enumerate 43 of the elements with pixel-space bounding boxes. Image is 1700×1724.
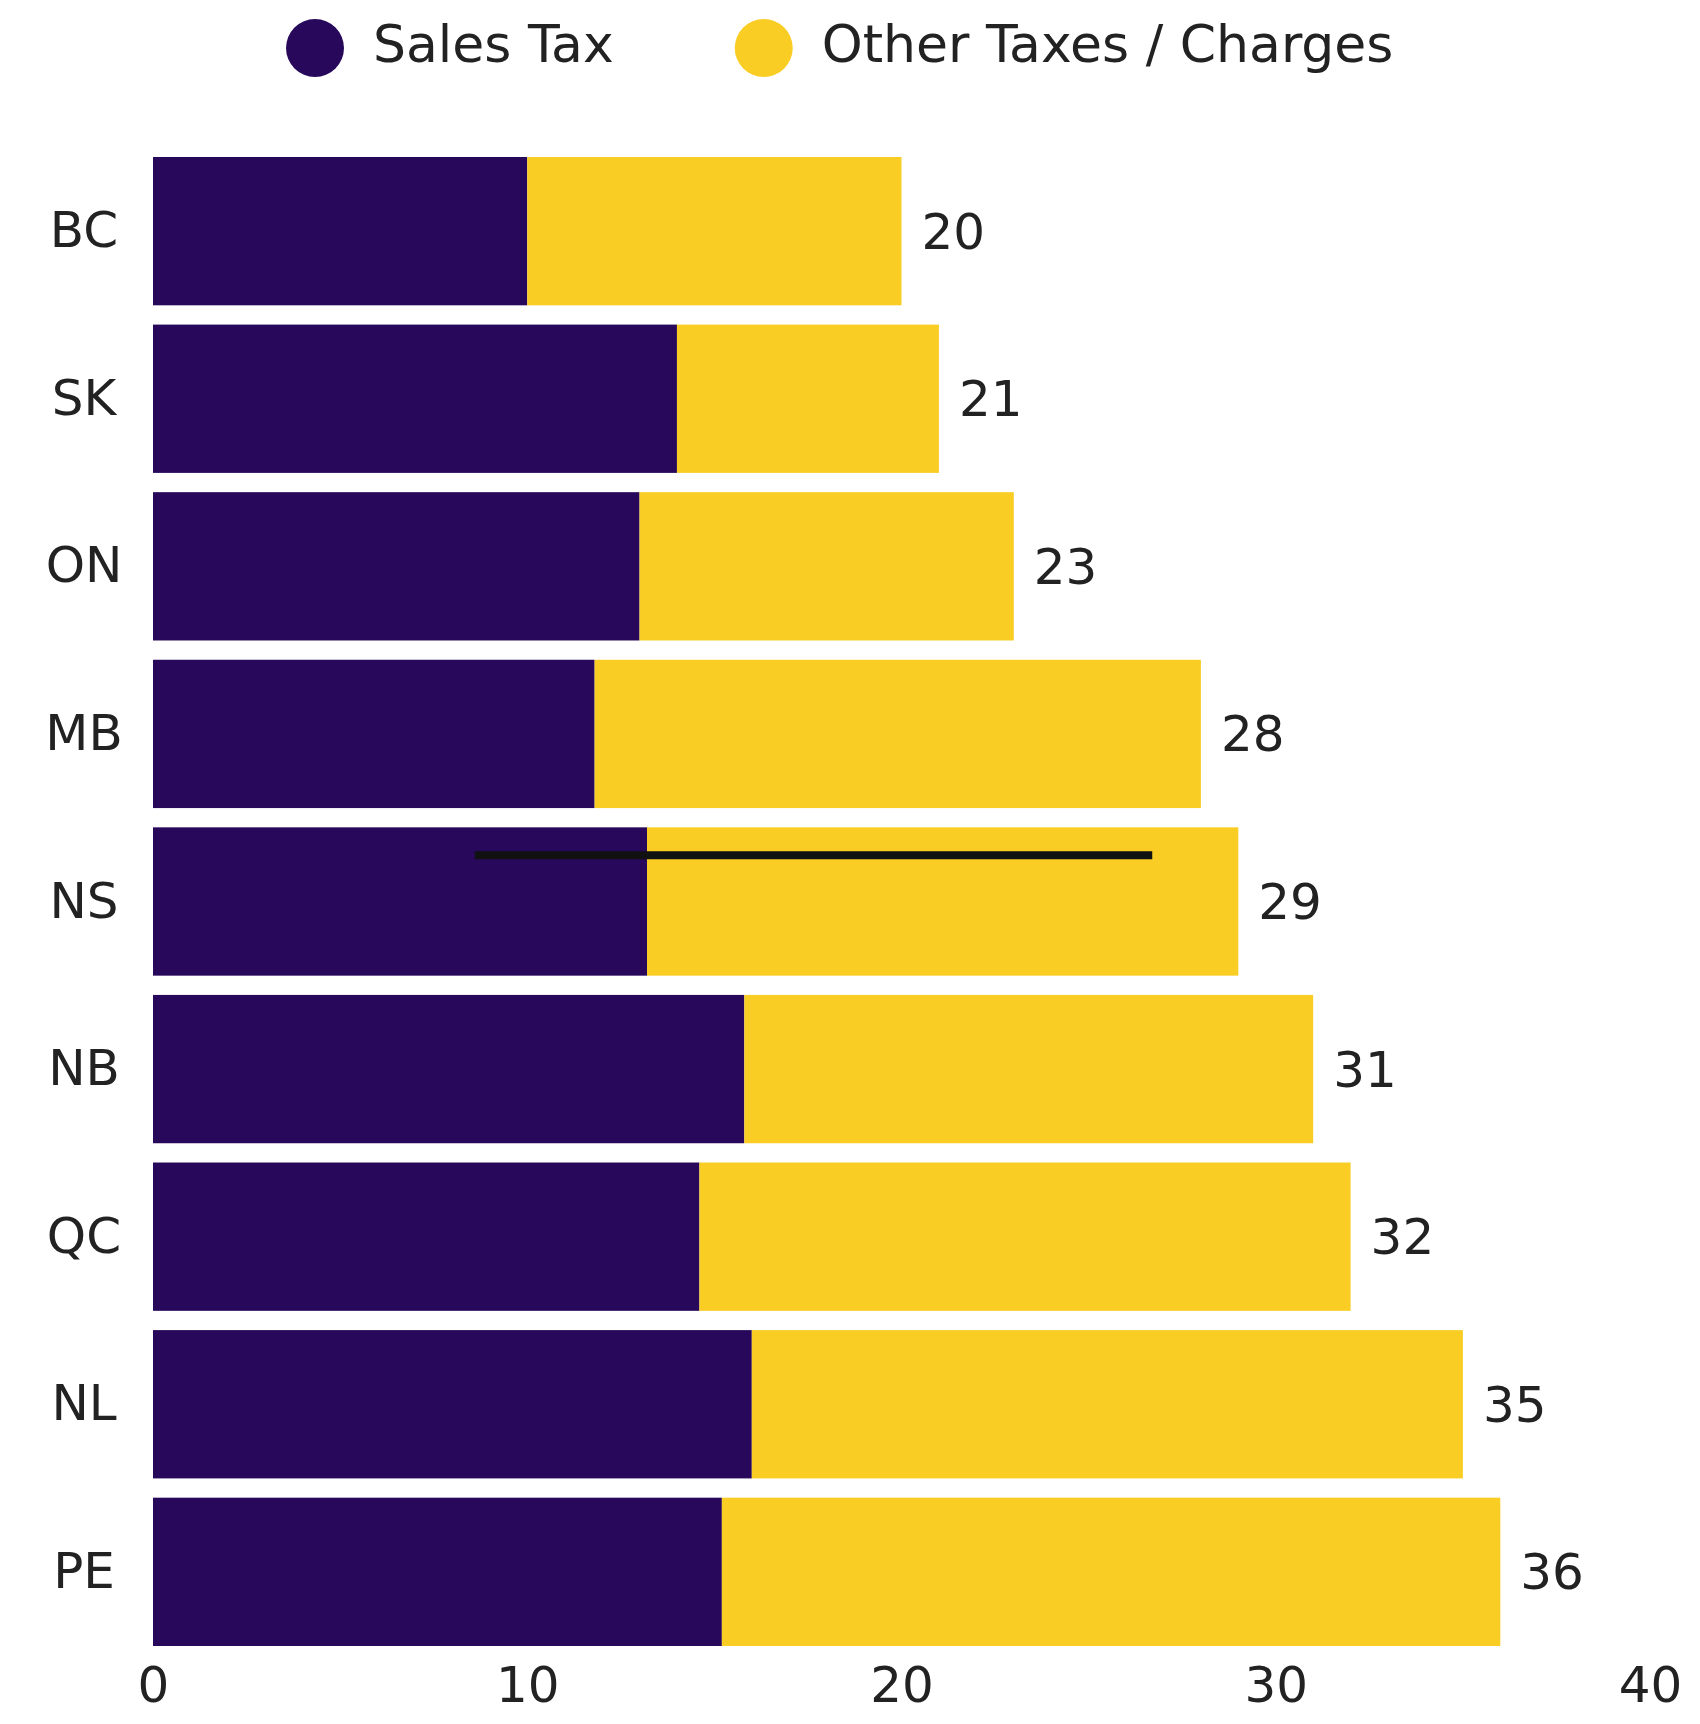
- total-label: 20: [921, 202, 986, 261]
- y-tick-label: NB: [48, 1039, 120, 1098]
- x-tick-label: 30: [1244, 1656, 1309, 1714]
- total-label: 32: [1370, 1208, 1435, 1267]
- bar: [153, 994, 745, 1144]
- bar: [721, 1497, 1501, 1646]
- legend-label: Other Taxes / Charges: [821, 14, 1394, 74]
- x-tick-label: 0: [137, 1656, 170, 1714]
- y-tick-label: QC: [46, 1206, 122, 1265]
- bar: [153, 659, 595, 809]
- y-tick-label: MB: [45, 703, 123, 762]
- total-label: 21: [958, 370, 1023, 429]
- y-tick-label: NL: [51, 1374, 117, 1433]
- total-label: 28: [1220, 705, 1285, 764]
- bar: [153, 1497, 722, 1646]
- bar: [153, 827, 648, 976]
- legend-label: Sales Tax: [373, 14, 614, 74]
- y-tick-label: PE: [53, 1541, 115, 1600]
- bar: [647, 827, 1239, 976]
- total-label: 35: [1482, 1375, 1547, 1434]
- x-tick-label: 10: [495, 1656, 560, 1714]
- bar: [751, 1330, 1463, 1479]
- bar: [639, 492, 1014, 641]
- y-tick-label: SK: [51, 368, 118, 427]
- bar: [153, 492, 640, 641]
- x-tick-label: 40: [1618, 1656, 1683, 1714]
- bar: [744, 994, 1314, 1144]
- bar: [594, 659, 1201, 809]
- total-label: 31: [1333, 1040, 1397, 1099]
- bar: [153, 1162, 700, 1311]
- total-label: 36: [1520, 1543, 1584, 1602]
- total-label: 29: [1258, 873, 1322, 931]
- x-tick-label: 20: [870, 1656, 934, 1714]
- y-tick-label: NS: [49, 871, 119, 930]
- total-label: 23: [1033, 537, 1098, 596]
- bar: [153, 324, 677, 473]
- bar: [676, 324, 939, 473]
- y-tick-label: BC: [49, 201, 119, 260]
- bar: [699, 1162, 1351, 1311]
- bar: [527, 157, 902, 306]
- bar: [153, 1330, 752, 1479]
- y-tick-label: ON: [45, 536, 123, 595]
- bar: [153, 157, 528, 306]
